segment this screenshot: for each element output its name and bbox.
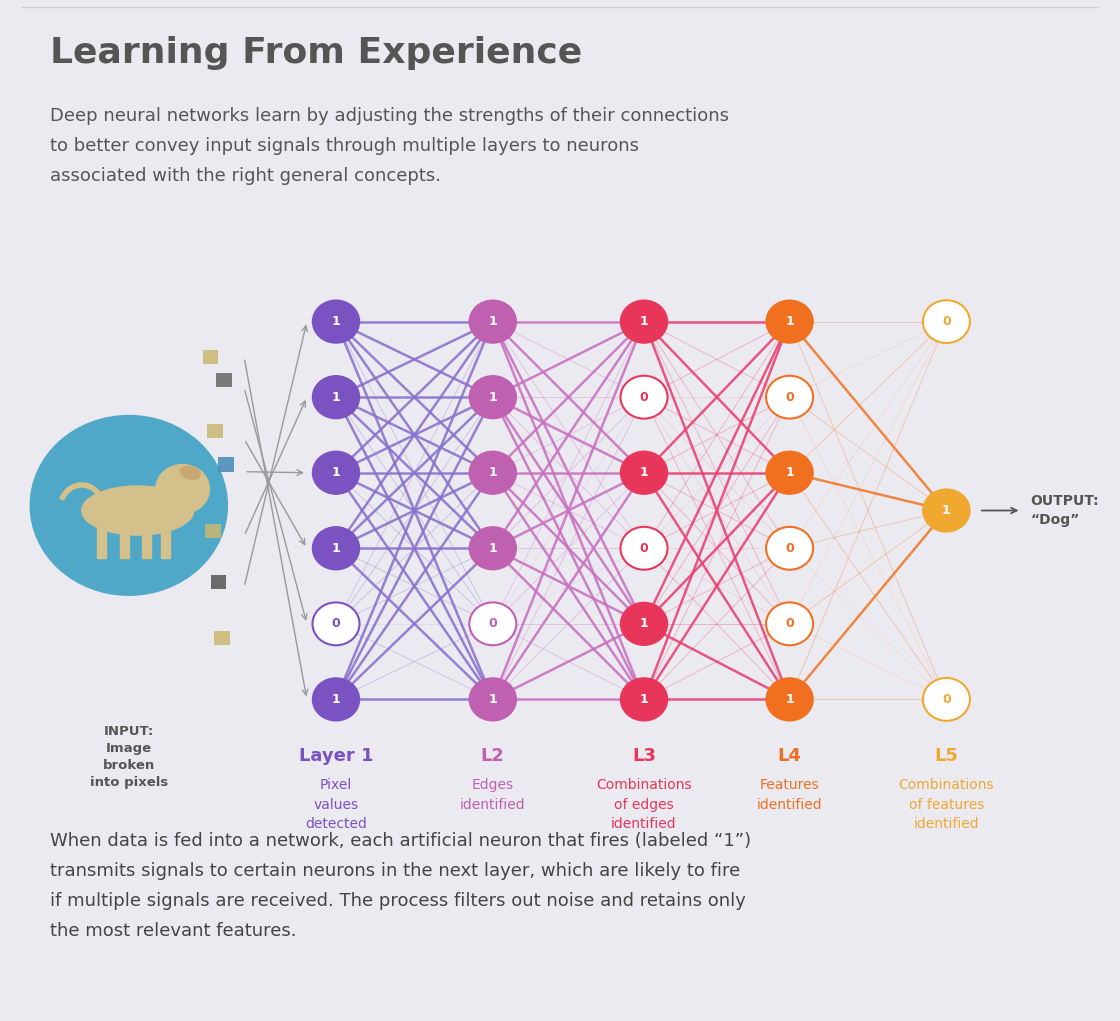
Circle shape (312, 527, 360, 570)
Text: 0: 0 (332, 618, 340, 630)
Circle shape (156, 465, 209, 514)
Circle shape (469, 527, 516, 570)
Circle shape (620, 527, 668, 570)
Text: 0: 0 (488, 618, 497, 630)
Text: L3: L3 (632, 747, 656, 766)
Circle shape (766, 451, 813, 494)
Text: 1: 1 (488, 467, 497, 479)
Circle shape (620, 602, 668, 645)
Ellipse shape (180, 467, 200, 479)
Text: Combinations
of features
identified: Combinations of features identified (898, 778, 995, 831)
Text: Features
identified: Features identified (757, 778, 822, 812)
FancyBboxPatch shape (216, 373, 232, 387)
Text: 1: 1 (488, 542, 497, 554)
Text: 1: 1 (785, 693, 794, 706)
Circle shape (923, 678, 970, 721)
Circle shape (620, 300, 668, 343)
Text: 1: 1 (332, 391, 340, 403)
Circle shape (620, 376, 668, 419)
Text: 1: 1 (640, 618, 648, 630)
Text: 1: 1 (488, 693, 497, 706)
Text: 0: 0 (640, 542, 648, 554)
Text: 1: 1 (785, 467, 794, 479)
Circle shape (469, 602, 516, 645)
Text: Edges
identified: Edges identified (460, 778, 525, 812)
Text: 0: 0 (640, 391, 648, 403)
Text: INPUT:
Image
broken
into pixels: INPUT: Image broken into pixels (90, 725, 168, 789)
Text: 1: 1 (488, 391, 497, 403)
Text: 1: 1 (640, 693, 648, 706)
Text: 0: 0 (942, 315, 951, 328)
Text: 1: 1 (332, 467, 340, 479)
Circle shape (766, 602, 813, 645)
Text: 1: 1 (640, 467, 648, 479)
Circle shape (312, 451, 360, 494)
Circle shape (469, 300, 516, 343)
Circle shape (923, 489, 970, 532)
FancyBboxPatch shape (218, 457, 234, 472)
Text: Deep neural networks learn by adjusting the strengths of their connections
to be: Deep neural networks learn by adjusting … (50, 107, 729, 185)
Circle shape (312, 602, 360, 645)
FancyBboxPatch shape (203, 350, 218, 364)
Circle shape (620, 451, 668, 494)
Text: OUTPUT:
“Dog”: OUTPUT: “Dog” (1030, 494, 1099, 527)
Text: L4: L4 (777, 747, 802, 766)
Circle shape (312, 376, 360, 419)
Text: 1: 1 (640, 315, 648, 328)
Text: 1: 1 (332, 315, 340, 328)
Circle shape (766, 300, 813, 343)
Circle shape (469, 678, 516, 721)
Text: Learning From Experience: Learning From Experience (50, 36, 582, 69)
Circle shape (312, 678, 360, 721)
Circle shape (766, 527, 813, 570)
Circle shape (620, 678, 668, 721)
Text: L5: L5 (934, 747, 959, 766)
Text: L2: L2 (480, 747, 505, 766)
Circle shape (469, 376, 516, 419)
Text: When data is fed into a network, each artificial neuron that fires (labeled “1”): When data is fed into a network, each ar… (50, 832, 752, 939)
Circle shape (766, 678, 813, 721)
Text: 1: 1 (785, 315, 794, 328)
Text: Combinations
of edges
identified: Combinations of edges identified (596, 778, 692, 831)
Text: 1: 1 (332, 542, 340, 554)
Text: 1: 1 (942, 504, 951, 517)
Text: 0: 0 (785, 542, 794, 554)
Text: Pixel
values
detected: Pixel values detected (305, 778, 367, 831)
Text: 0: 0 (942, 693, 951, 706)
FancyBboxPatch shape (211, 575, 226, 589)
Text: 1: 1 (332, 693, 340, 706)
Bar (161, 528, 170, 558)
Bar (120, 528, 129, 558)
Circle shape (469, 451, 516, 494)
Circle shape (766, 376, 813, 419)
Ellipse shape (82, 486, 194, 535)
FancyBboxPatch shape (207, 424, 223, 438)
Text: Layer 1: Layer 1 (299, 747, 373, 766)
Text: 0: 0 (785, 618, 794, 630)
Circle shape (30, 416, 227, 595)
FancyBboxPatch shape (214, 631, 230, 645)
Circle shape (923, 300, 970, 343)
Circle shape (312, 300, 360, 343)
Text: 0: 0 (785, 391, 794, 403)
FancyBboxPatch shape (205, 524, 221, 538)
Bar (97, 528, 106, 558)
Bar (142, 528, 151, 558)
Text: 1: 1 (488, 315, 497, 328)
